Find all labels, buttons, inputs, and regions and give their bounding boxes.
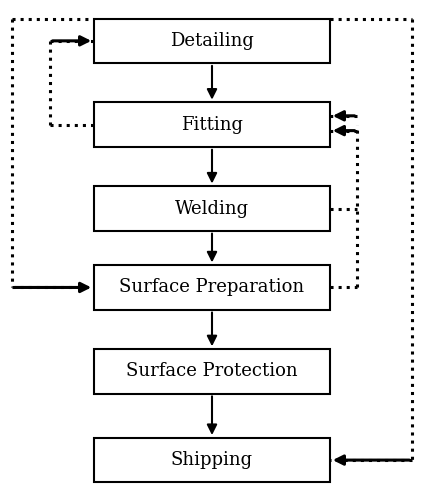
Text: Surface Protection: Surface Protection — [126, 362, 298, 380]
Text: Fitting: Fitting — [181, 116, 243, 134]
Text: Detailing: Detailing — [170, 32, 254, 50]
Text: Welding: Welding — [175, 199, 249, 218]
FancyBboxPatch shape — [94, 438, 330, 482]
FancyBboxPatch shape — [94, 265, 330, 310]
FancyBboxPatch shape — [94, 103, 330, 147]
Text: Shipping: Shipping — [171, 451, 253, 469]
FancyBboxPatch shape — [94, 19, 330, 63]
Text: Surface Preparation: Surface Preparation — [120, 278, 304, 297]
FancyBboxPatch shape — [94, 186, 330, 231]
FancyBboxPatch shape — [94, 349, 330, 393]
